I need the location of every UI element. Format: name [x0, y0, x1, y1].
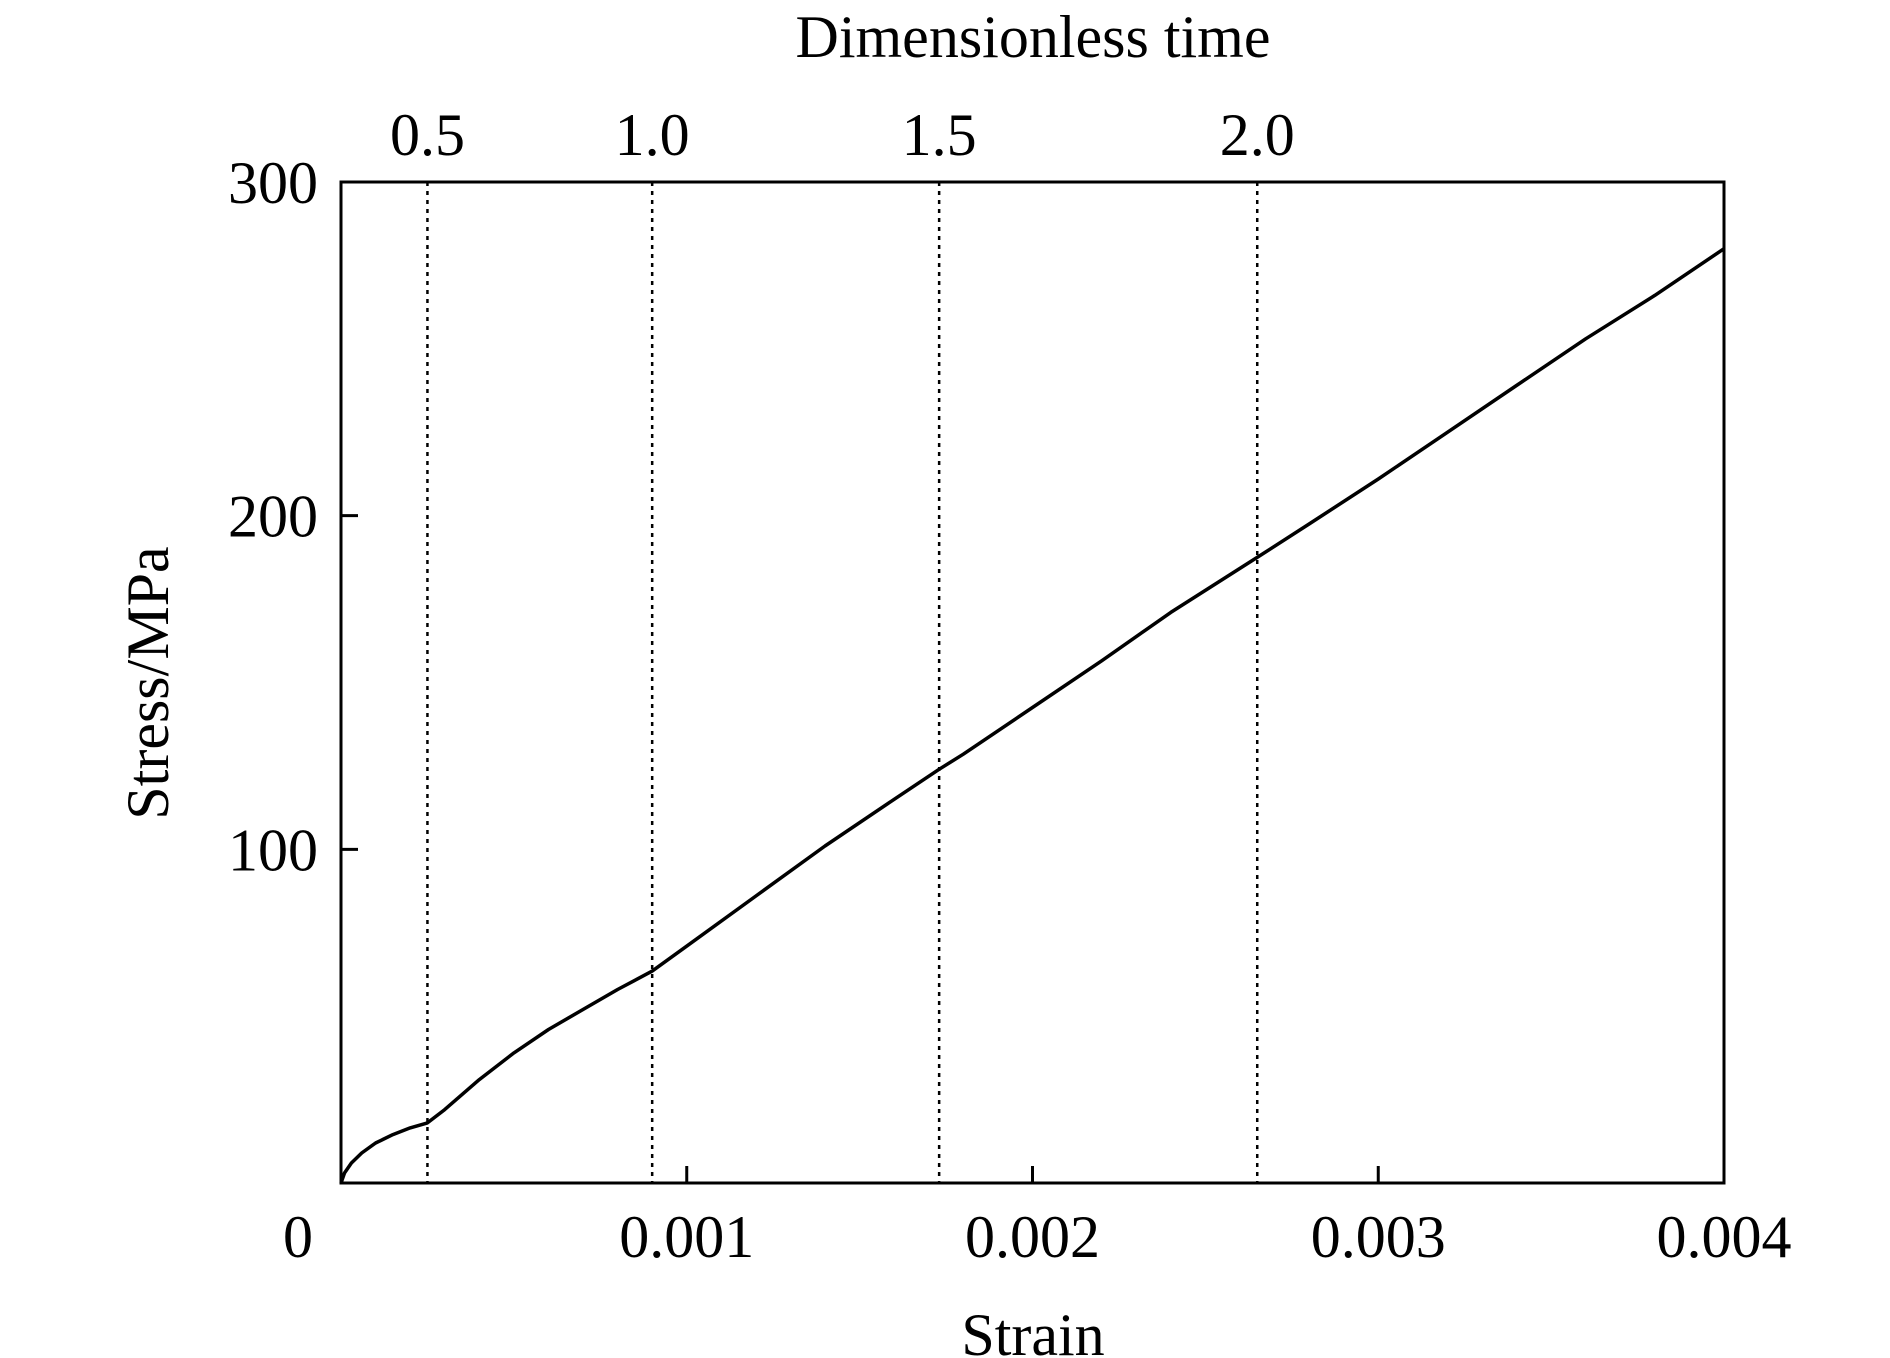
- dimensionless-time-guides: [426, 182, 1259, 1183]
- x-tick-label: 0.002: [965, 1204, 1100, 1270]
- top-tick-label: 0.5: [390, 102, 465, 168]
- x-tick-label: 0.001: [619, 1204, 754, 1270]
- axis-ticks: [341, 514, 1380, 1183]
- y-tick-label: 200: [228, 484, 318, 550]
- y-tick-label: 100: [228, 817, 318, 883]
- series-layer: [339, 247, 1725, 1184]
- top-axis-title: Dimensionless time: [796, 4, 1271, 70]
- tick-labels: 0 0.001 0.002 0.003 0.004 100 200 300 0.5 1.0 1.5 2…: [228, 102, 1792, 1270]
- y-tick-label: 300: [228, 150, 318, 216]
- top-tick-label: 1.5: [902, 102, 977, 168]
- y-axis-title: Stress/MPa: [115, 546, 181, 819]
- x-tick-label: 0: [283, 1204, 313, 1270]
- x-tick-label: 0.004: [1657, 1204, 1792, 1270]
- top-tick-label: 1.0: [615, 102, 690, 168]
- stress-strain-line: [339, 247, 1725, 1184]
- x-tick-label: 0.003: [1311, 1204, 1446, 1270]
- x-axis-title: Strain: [961, 1302, 1104, 1358]
- plot-frame: [339, 180, 1726, 1185]
- top-tick-label: 2.0: [1220, 102, 1295, 168]
